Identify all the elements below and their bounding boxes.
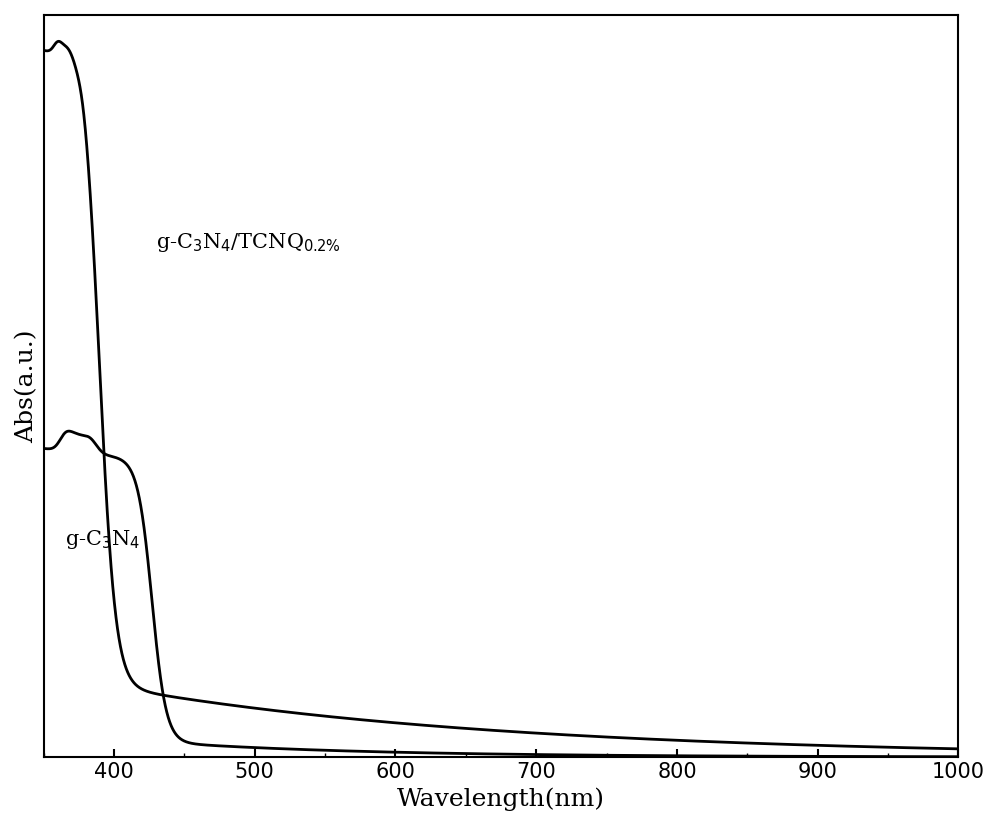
Text: g-C$_3$N$_4$/TCNQ$_{0.2\%}$: g-C$_3$N$_4$/TCNQ$_{0.2\%}$ [156, 231, 341, 254]
Text: g-C$_3$N$_4$: g-C$_3$N$_4$ [65, 528, 140, 551]
X-axis label: Wavelength(nm): Wavelength(nm) [397, 787, 605, 811]
Y-axis label: Abs(a.u.): Abs(a.u.) [15, 330, 38, 443]
